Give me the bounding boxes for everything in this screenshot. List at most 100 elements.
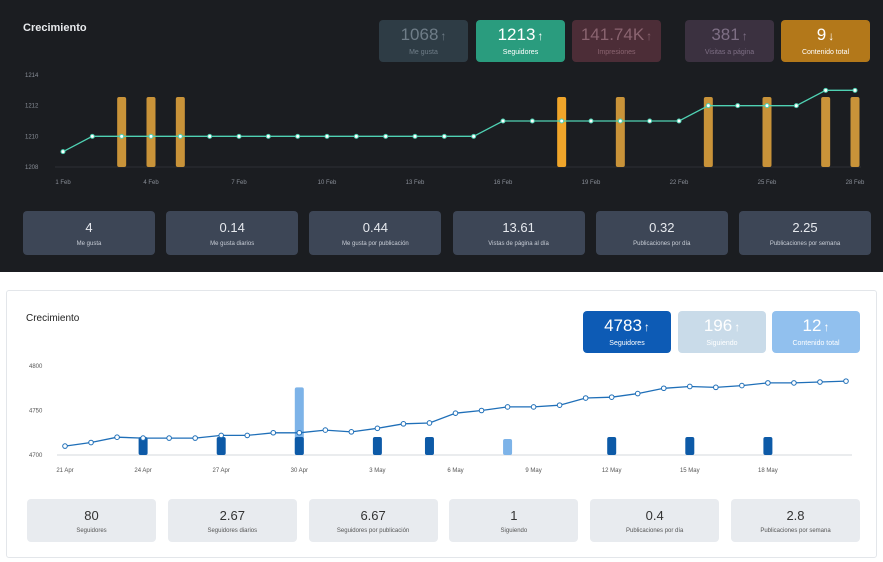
kpi-value: 1068 [400, 25, 439, 44]
data-point-10-may[interactable] [556, 402, 563, 408]
data-point-28-feb[interactable] [852, 87, 858, 93]
data-point-20-feb[interactable] [617, 118, 623, 124]
data-point-19-feb[interactable] [588, 118, 594, 124]
arrow-up-icon: ↑ [537, 29, 544, 43]
data-point-18-may[interactable] [765, 380, 771, 386]
arrow-up-icon: ↑ [440, 29, 447, 43]
data-point-2-feb[interactable] [89, 133, 95, 139]
data-point-21-may[interactable] [843, 378, 849, 384]
data-point-15-may[interactable] [687, 383, 693, 390]
kpi-card-contenido-total[interactable]: 12 ↑ Contenido total [772, 311, 860, 353]
data-point-4-may[interactable] [400, 421, 407, 427]
data-point-14-may[interactable] [660, 385, 667, 392]
data-point-16-feb[interactable] [500, 118, 506, 124]
stat-value: 2.8 [786, 508, 805, 523]
data-point-23-feb[interactable] [705, 103, 711, 109]
data-point-12-may[interactable] [608, 394, 615, 400]
post-bar-12-may[interactable] [607, 437, 617, 455]
data-point-1-feb[interactable] [60, 149, 66, 155]
data-point-24-apr[interactable] [140, 435, 146, 441]
stat-value: 80 [84, 508, 99, 523]
post-bar-5-feb[interactable] [175, 97, 185, 167]
data-point-19-may[interactable] [791, 380, 797, 386]
kpi-card-seguidores[interactable]: 4783 ↑ Seguidores [583, 311, 671, 353]
kpi-label: Seguidores [502, 49, 539, 56]
data-point-22-apr[interactable] [88, 439, 94, 446]
kpi-card-contenido-total[interactable]: 9 ↓ Contenido total [781, 20, 870, 62]
x-tick-label: 6 May [447, 468, 463, 474]
post-bar-8-may[interactable] [503, 438, 513, 455]
kpi-card-siguiendo[interactable]: 196 ↑ Siguiendo [678, 311, 766, 353]
stat-card-publicaciones-por-semana: 2.8 Publicaciones por semana [731, 499, 860, 542]
data-point-11-feb[interactable] [353, 133, 359, 139]
data-point-22-feb[interactable] [676, 118, 682, 124]
data-point-14-feb[interactable] [441, 133, 447, 139]
post-bar-5-may[interactable] [424, 437, 434, 455]
data-point-24-feb[interactable] [735, 103, 741, 109]
post-bar-30-apr[interactable] [294, 437, 304, 455]
data-point-8-feb[interactable] [265, 133, 271, 139]
data-point-23-apr[interactable] [114, 434, 120, 440]
data-point-25-feb[interactable] [764, 103, 770, 109]
kpi-card-seguidores[interactable]: 1213 ↑ Seguidores [476, 20, 565, 62]
data-point-21-apr[interactable] [62, 443, 68, 449]
panel-title: Crecimiento [23, 22, 87, 34]
data-point-8-may[interactable] [504, 404, 511, 410]
data-point-11-may[interactable] [582, 395, 589, 401]
data-point-30-apr[interactable] [296, 429, 303, 436]
data-point-7-feb[interactable] [236, 133, 242, 139]
data-point-7-may[interactable] [478, 407, 485, 414]
post-bar-18-feb[interactable] [557, 97, 567, 167]
data-point-17-may[interactable] [739, 382, 745, 389]
data-point-9-may[interactable] [530, 404, 537, 410]
data-point-9-feb[interactable] [295, 133, 301, 139]
data-point-17-feb[interactable] [529, 118, 535, 124]
data-point-13-feb[interactable] [412, 133, 418, 139]
data-point-12-feb[interactable] [383, 133, 389, 139]
post-bar-18-may[interactable] [763, 437, 773, 455]
post-bar-28-feb[interactable] [850, 97, 860, 167]
data-point-18-feb[interactable] [559, 118, 565, 124]
data-point-13-may[interactable] [634, 390, 641, 397]
data-point-2-may[interactable] [348, 429, 355, 435]
y-tick-label: 4700 [29, 453, 43, 459]
data-point-4-feb[interactable] [148, 133, 154, 139]
data-point-29-apr[interactable] [270, 429, 277, 436]
kpi-card-visitas-a-p-gina[interactable]: 381 ↑ Visitas a página [685, 20, 774, 62]
kpi-card-me-gusta[interactable]: 1068 ↑ Me gusta [379, 20, 468, 62]
post-bar-27-feb[interactable] [821, 97, 831, 167]
data-point-27-apr[interactable] [218, 432, 224, 439]
stat-card-siguiendo: 1 Siguiendo [449, 499, 579, 542]
data-point-3-feb[interactable] [119, 133, 125, 139]
data-point-5-may[interactable] [426, 420, 433, 426]
kpi-card-impresiones[interactable]: 141.74K ↑ Impresiones [572, 20, 661, 62]
x-tick-label: 18 May [758, 468, 778, 474]
post-bar-25-feb[interactable] [762, 97, 772, 167]
data-point-3-may[interactable] [374, 425, 381, 432]
data-point-6-may[interactable] [452, 410, 459, 416]
data-point-20-may[interactable] [817, 379, 823, 385]
data-point-26-feb[interactable] [793, 103, 799, 109]
data-point-15-feb[interactable] [471, 133, 477, 139]
data-point-27-feb[interactable] [823, 87, 829, 93]
post-bar-23-feb[interactable] [703, 97, 713, 167]
post-bar-3-may[interactable] [372, 437, 382, 455]
data-point-6-feb[interactable] [207, 133, 213, 139]
data-point-26-apr[interactable] [192, 435, 198, 441]
stat-card-me-gusta: 4 Me gusta [23, 211, 155, 255]
data-point-28-apr[interactable] [244, 432, 251, 439]
data-point-16-may[interactable] [713, 384, 719, 391]
post-bar-20-feb[interactable] [615, 97, 625, 167]
post-bar-4-feb[interactable] [146, 97, 156, 167]
data-point-1-may[interactable] [322, 427, 329, 433]
post-bar-15-may[interactable] [685, 437, 695, 455]
data-point-10-feb[interactable] [324, 133, 330, 139]
data-point-5-feb[interactable] [177, 133, 183, 139]
data-point-21-feb[interactable] [647, 118, 653, 124]
x-tick-label: 28 Feb [846, 180, 865, 186]
post-bar-3-feb[interactable] [117, 97, 127, 167]
data-point-25-apr[interactable] [166, 435, 172, 441]
x-tick-label: 30 Apr [291, 468, 308, 474]
post-bar-24-apr[interactable] [138, 437, 148, 455]
post-bar-27-apr[interactable] [216, 437, 226, 455]
